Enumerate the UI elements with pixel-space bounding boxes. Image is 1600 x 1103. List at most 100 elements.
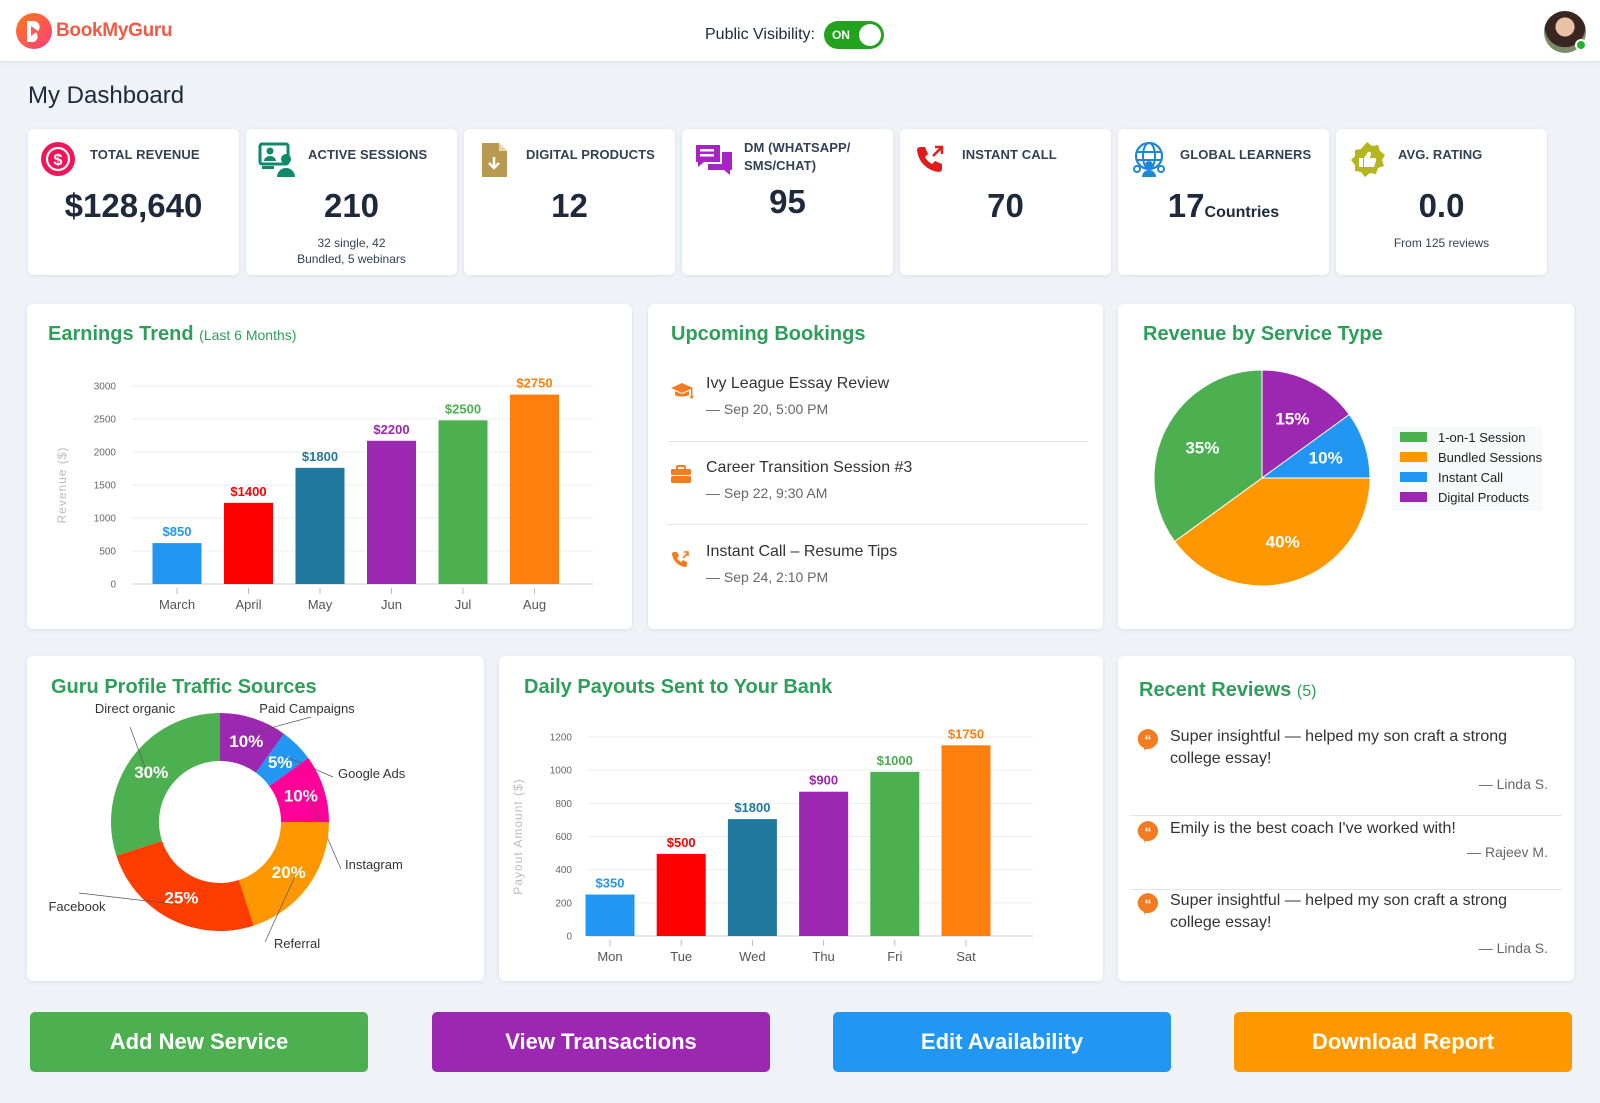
x-tick-label: March xyxy=(159,597,195,612)
bar-sat xyxy=(941,745,991,936)
donut-slice-referral xyxy=(238,822,329,926)
toggle-state: ON xyxy=(831,28,850,42)
data-label: $900 xyxy=(809,773,838,788)
bar-tue xyxy=(656,853,706,936)
data-label: $350 xyxy=(596,876,625,891)
chat-icon xyxy=(694,141,732,179)
review-author: — Rajeev M. xyxy=(1467,844,1548,860)
stat-card-avg-rating: AVG. RATING 0.0 From 125 reviews xyxy=(1336,129,1547,275)
bar-mon xyxy=(585,894,635,936)
callout-line xyxy=(78,892,178,905)
x-tick-label: May xyxy=(308,597,333,612)
stat-value: 70 xyxy=(987,187,1024,224)
callout-line xyxy=(248,716,312,735)
data-label: $1000 xyxy=(877,753,913,768)
pie-percent-label: 35% xyxy=(1185,439,1219,458)
donut-percent-label: 10% xyxy=(229,732,263,751)
data-label: $500 xyxy=(667,835,696,850)
stat-label: GLOBAL LEARNERS xyxy=(1180,147,1312,162)
callout-label: Facebook xyxy=(48,899,106,914)
briefcase-icon xyxy=(670,465,692,490)
view-transactions-button[interactable]: View Transactions xyxy=(432,1012,770,1072)
donut-slice-instagram xyxy=(269,757,329,822)
booking-item[interactable]: Career Transition Session #3 — Sep 22, 9… xyxy=(668,459,1088,509)
logo-play-icon xyxy=(16,13,52,49)
stat-value: 210 xyxy=(323,187,380,224)
stat-subtext: From 125 reviews xyxy=(1393,236,1490,250)
stat-value: $128,640 xyxy=(64,187,203,224)
y-tick-label: 600 xyxy=(555,832,572,843)
video-session-icon xyxy=(258,141,296,179)
reviews-count: (5) xyxy=(1296,683,1317,700)
pie-slice-digital-products xyxy=(1261,369,1351,479)
download-report-button[interactable]: Download Report xyxy=(1234,1012,1572,1072)
y-axis-label: Payout Amount ($) xyxy=(511,778,525,894)
earnings-bar-chart: 0 500 1000 1500 2000 2500 3000 Revenue ($) $850 M… xyxy=(55,376,593,612)
phone-outgoing-icon xyxy=(912,141,950,179)
bar-fri xyxy=(870,771,920,936)
bar-may xyxy=(295,467,345,584)
add-new-service-button[interactable]: Add New Service xyxy=(30,1012,368,1072)
review-text: Emily is the best coach I've worked with… xyxy=(1170,820,1456,837)
callout-label: Paid Campaigns xyxy=(259,701,355,716)
data-label: $2200 xyxy=(373,422,409,437)
stat-card-global-learners: GLOBAL LEARNERS 17Countries xyxy=(1118,129,1329,275)
earnings-trend-panel: Earnings Trend (Last 6 Months) 0 500 1000 1… xyxy=(27,304,632,629)
traffic-donut-chart: 10% Paid Campaigns 5% Google Ads 10% Instagra… xyxy=(48,701,406,951)
callout-label: Google Ads xyxy=(338,766,406,781)
earnings-subtitle: (Last 6 Months) xyxy=(199,327,297,343)
callout-line xyxy=(129,726,146,768)
stat-card-active-sessions: ACTIVE SESSIONS 210 32 single, 42 Bundle… xyxy=(246,129,457,275)
donut-slice-google-ads xyxy=(255,733,309,787)
x-tick-label: Wed xyxy=(739,949,766,964)
brand-name: BookMyGuru xyxy=(56,20,173,41)
bar-jun xyxy=(367,440,416,584)
visibility-toggle[interactable]: ON xyxy=(823,21,884,49)
booking-item[interactable]: Instant Call – Resume Tips — Sep 24, 2:1… xyxy=(668,543,1088,593)
phone-outgoing-icon xyxy=(670,549,692,576)
daily-payouts-panel: Daily Payouts Sent to Your Bank 0 200 400 6… xyxy=(499,656,1103,981)
y-tick-label: 2000 xyxy=(94,448,117,459)
callout-line xyxy=(264,876,296,943)
x-tick-label: Sat xyxy=(956,949,976,964)
revenue-type-title: Revenue by Service Type xyxy=(1143,323,1383,345)
booking-item[interactable]: Ivy League Essay Review — Sep 20, 5:00 P… xyxy=(668,375,1088,425)
legend-swatch xyxy=(1400,492,1427,502)
bar-april xyxy=(224,502,273,584)
svg-text:$: $ xyxy=(54,152,63,169)
reviews-title-text: Recent Reviews xyxy=(1139,679,1292,701)
y-tick-label: 800 xyxy=(555,799,572,810)
x-tick-label: Jun xyxy=(381,597,402,612)
pie-percent-label: 40% xyxy=(1266,533,1300,552)
stat-label: DM (WHATSAPP/ SMS/CHAT) xyxy=(744,140,851,173)
pie-slice-1-on-1-session xyxy=(1153,369,1263,543)
x-tick-label: Jul xyxy=(455,597,472,612)
divider xyxy=(668,441,1088,442)
pie-percent-label: 15% xyxy=(1275,409,1309,428)
y-tick-label: 200 xyxy=(555,898,572,909)
user-avatar[interactable] xyxy=(1544,11,1587,53)
bar-thu xyxy=(799,791,849,936)
stat-value-number: 17 xyxy=(1167,187,1205,224)
legend-label: Instant Call xyxy=(1438,470,1503,485)
x-tick-label: Thu xyxy=(812,949,834,964)
earnings-title: Earnings Trend xyxy=(48,323,194,345)
donut-percent-label: 30% xyxy=(134,763,168,782)
donut-slice-facebook xyxy=(116,840,254,931)
review-item: “ Super insightful — helped my son craft… xyxy=(1136,890,1548,974)
thumbs-up-badge-icon xyxy=(1348,141,1386,179)
review-item: “ Emily is the best coach I've worked wi… xyxy=(1136,818,1548,878)
brand-logo[interactable]: BookMyGuru xyxy=(16,13,173,49)
donut-percent-label: 25% xyxy=(164,889,198,908)
svg-text:“: “ xyxy=(1145,824,1152,840)
panel-title: Earnings Trend (Last 6 Months) xyxy=(48,323,296,346)
pie-slice-bundled-sessions xyxy=(1173,477,1371,587)
edit-availability-button[interactable]: Edit Availability xyxy=(833,1012,1171,1072)
stat-label: INSTANT CALL xyxy=(962,147,1057,162)
review-text: Super insightful — helped my son craft a… xyxy=(1170,892,1508,931)
data-label: $1800 xyxy=(734,800,770,815)
stat-value: 95 xyxy=(769,183,806,220)
divider xyxy=(1130,815,1562,816)
x-tick-label: Aug xyxy=(523,597,546,612)
y-tick-label: 500 xyxy=(99,547,116,558)
